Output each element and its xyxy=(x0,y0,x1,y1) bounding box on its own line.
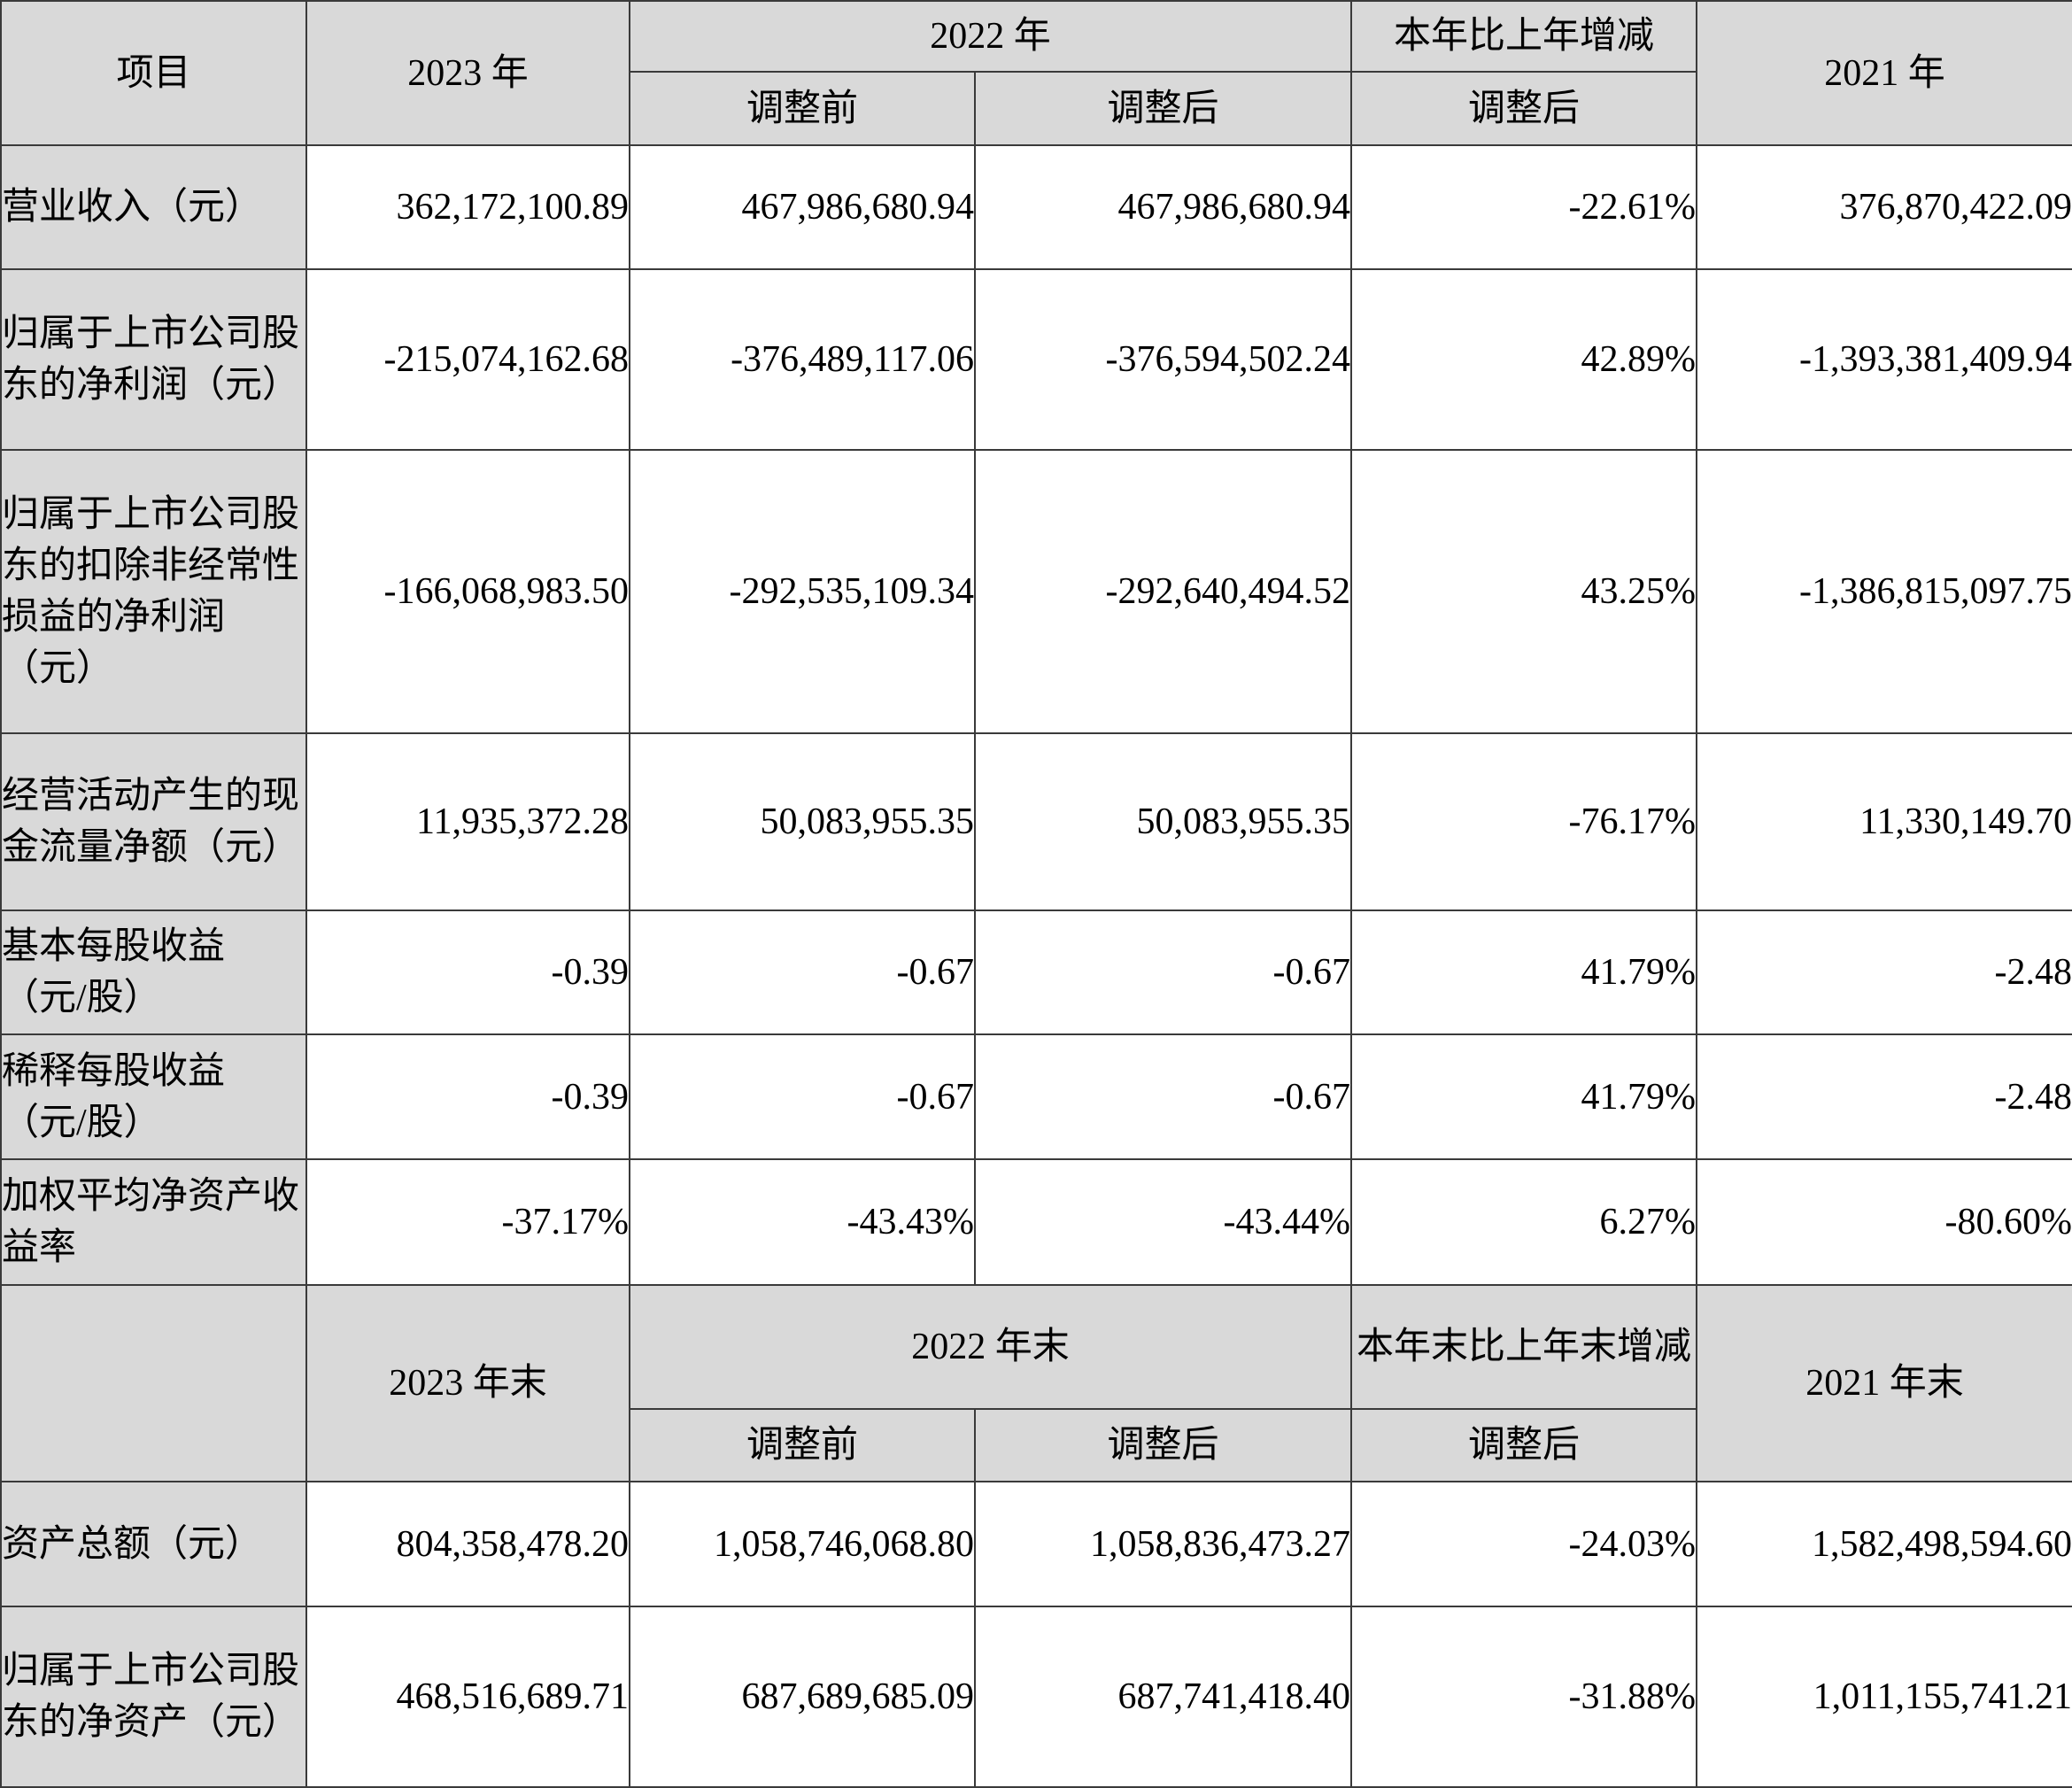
value-2023: -215,074,162.68 xyxy=(305,268,630,451)
header-2022-end-after: 调整后 xyxy=(973,1408,1353,1482)
header-2021-end: 2021 年末 xyxy=(1696,1284,2072,1482)
table-row: 基本每股收益（元/股） -0.39 -0.67 -0.67 41.79% -2.… xyxy=(0,909,2072,1035)
value-2023-end: 804,358,478.20 xyxy=(305,1481,630,1607)
value-2022-before: -0.67 xyxy=(629,909,976,1035)
row-label: 基本每股收益（元/股） xyxy=(0,909,307,1035)
row-label: 资产总额（元） xyxy=(0,1481,307,1607)
row-label: 归属于上市公司股东的净利润（元） xyxy=(0,268,307,451)
value-2022-end-after: 687,741,418.40 xyxy=(973,1606,1353,1788)
row-label: 经营活动产生的现金流量净额（元） xyxy=(0,732,307,911)
header-item-2 xyxy=(0,1284,307,1482)
row-label: 营业收入（元） xyxy=(0,144,307,270)
table-row: 营业收入（元） 362,172,100.89 467,986,680.94 46… xyxy=(0,144,2072,270)
value-2023: -0.39 xyxy=(305,909,630,1035)
value-2023: 362,172,100.89 xyxy=(305,144,630,270)
row-label: 归属于上市公司股东的扣除非经常性损益的净利润（元） xyxy=(0,449,307,734)
value-2022-end-before: 687,689,685.09 xyxy=(629,1606,976,1788)
value-2021-end: 1,582,498,594.60 xyxy=(1696,1481,2072,1607)
value-2022-end-before: 1,058,746,068.80 xyxy=(629,1481,976,1607)
value-2022-end-after: 1,058,836,473.27 xyxy=(973,1481,1353,1607)
value-2021: 376,870,422.09 xyxy=(1696,144,2072,270)
value-change-end: -31.88% xyxy=(1350,1606,1698,1788)
header-row-1: 项目 2023 年 2022 年 本年比上年增减 2021 年 xyxy=(0,0,2072,146)
value-2022-after: -43.44% xyxy=(973,1158,1353,1286)
value-2022-before: 467,986,680.94 xyxy=(629,144,976,270)
row-label: 稀释每股收益（元/股） xyxy=(0,1033,307,1160)
value-2022-after: 50,083,955.35 xyxy=(973,732,1353,911)
table-row: 资产总额（元） 804,358,478.20 1,058,746,068.80 … xyxy=(0,1481,2072,1607)
value-2021: 11,330,149.70 xyxy=(1696,732,2072,911)
header-row-3: 2023 年末 2022 年末 本年末比上年末增减 2021 年末 xyxy=(0,1284,2072,1482)
value-2021-end: 1,011,155,741.21 xyxy=(1696,1606,2072,1788)
value-2022-before: -292,535,109.34 xyxy=(629,449,976,734)
value-2021: -1,393,381,409.94 xyxy=(1696,268,2072,451)
value-change: 41.79% xyxy=(1350,909,1698,1035)
value-change-end: -24.03% xyxy=(1350,1481,1698,1607)
value-change: 43.25% xyxy=(1350,449,1698,734)
value-2021: -2.48 xyxy=(1696,1033,2072,1160)
header-change-end: 本年末比上年末增减 xyxy=(1350,1284,1698,1410)
table-row: 加权平均净资产收益率 -37.17% -43.43% -43.44% 6.27%… xyxy=(0,1158,2072,1286)
value-2023: -0.39 xyxy=(305,1033,630,1160)
header-change-end-after: 调整后 xyxy=(1350,1408,1698,1482)
value-2023: 11,935,372.28 xyxy=(305,732,630,911)
header-change: 本年比上年增减 xyxy=(1350,0,1698,73)
value-2022-after: -376,594,502.24 xyxy=(973,268,1353,451)
header-2021: 2021 年 xyxy=(1696,0,2072,146)
value-2023-end: 468,516,689.71 xyxy=(305,1606,630,1788)
header-2022-after: 调整后 xyxy=(973,71,1353,146)
value-2022-after: -0.67 xyxy=(973,1033,1353,1160)
table-row: 归属于上市公司股东的净资产（元） 468,516,689.71 687,689,… xyxy=(0,1606,2072,1788)
value-2021: -1,386,815,097.75 xyxy=(1696,449,2072,734)
header-2023-end: 2023 年末 xyxy=(305,1284,630,1482)
value-2022-after: -292,640,494.52 xyxy=(973,449,1353,734)
value-change: 6.27% xyxy=(1350,1158,1698,1286)
header-2022-end: 2022 年末 xyxy=(628,1284,1353,1410)
value-2022-after: 467,986,680.94 xyxy=(973,144,1353,270)
value-change: 41.79% xyxy=(1350,1033,1698,1160)
value-2022-before: -376,489,117.06 xyxy=(629,268,976,451)
value-2023: -37.17% xyxy=(305,1158,630,1286)
value-2022-before: 50,083,955.35 xyxy=(629,732,976,911)
header-row-4: 调整前 调整后 调整后 xyxy=(1,1408,2072,1482)
value-change: -76.17% xyxy=(1350,732,1698,911)
value-2021: -80.60% xyxy=(1696,1158,2072,1286)
value-change: 42.89% xyxy=(1350,268,1698,451)
table-row: 稀释每股收益（元/股） -0.39 -0.67 -0.67 41.79% -2.… xyxy=(0,1033,2072,1160)
table-row: 归属于上市公司股东的扣除非经常性损益的净利润（元） -166,068,983.5… xyxy=(0,449,2072,734)
row-label: 归属于上市公司股东的净资产（元） xyxy=(0,1606,307,1788)
table-row: 归属于上市公司股东的净利润（元） -215,074,162.68 -376,48… xyxy=(0,268,2072,451)
value-change: -22.61% xyxy=(1350,144,1698,270)
value-2023: -166,068,983.50 xyxy=(305,449,630,734)
value-2022-before: -0.67 xyxy=(629,1033,976,1160)
header-2022-end-before: 调整前 xyxy=(629,1408,976,1482)
header-change-after: 调整后 xyxy=(1350,71,1698,146)
value-2022-after: -0.67 xyxy=(973,909,1353,1035)
header-row-2: 调整前 调整后 调整后 xyxy=(1,71,2072,146)
header-2022: 2022 年 xyxy=(628,0,1353,73)
value-2021: -2.48 xyxy=(1696,909,2072,1035)
header-item: 项目 xyxy=(0,0,307,146)
value-2022-before: -43.43% xyxy=(629,1158,976,1286)
row-label: 加权平均净资产收益率 xyxy=(0,1158,307,1286)
table-row: 经营活动产生的现金流量净额（元） 11,935,372.28 50,083,95… xyxy=(0,732,2072,911)
header-2023: 2023 年 xyxy=(305,0,630,146)
header-2022-before: 调整前 xyxy=(629,71,976,146)
